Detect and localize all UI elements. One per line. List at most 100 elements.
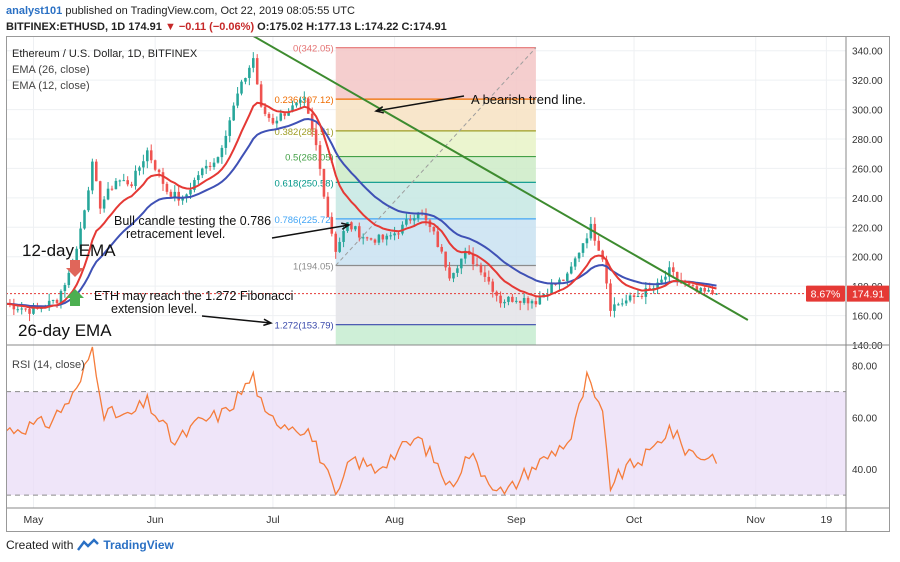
- fib-level-label: 0(342.05): [293, 44, 334, 55]
- time-tick-label: Jul: [266, 514, 279, 526]
- candle-body: [169, 191, 173, 197]
- legend-ema12[interactable]: EMA (12, close): [12, 80, 90, 92]
- candle-body: [491, 281, 495, 292]
- annotation-bull-text-2: retracement level.: [126, 227, 225, 241]
- candle-body: [306, 98, 310, 114]
- created-with-text: Created with: [6, 538, 74, 552]
- legend-ema26[interactable]: EMA (26, close): [12, 64, 90, 76]
- candle-body: [385, 235, 389, 240]
- candle-body: [707, 290, 710, 292]
- candle-body: [487, 276, 491, 282]
- candle-body: [373, 239, 377, 243]
- fib-band: [335, 265, 536, 325]
- candle-body: [330, 217, 334, 234]
- time-axis[interactable]: May Jun Jul Aug Sep Oct Nov 19: [24, 514, 833, 526]
- candle-body: [67, 272, 71, 286]
- candle-body: [126, 180, 129, 185]
- candle-body: [558, 279, 561, 285]
- candle-body: [153, 160, 157, 170]
- candle-body: [644, 288, 648, 297]
- fib-level-label: 0.618(250.58): [275, 178, 334, 189]
- candle-body: [252, 58, 255, 68]
- candle-body: [409, 219, 412, 221]
- fib-band: [335, 99, 536, 131]
- candle-body: [460, 258, 463, 269]
- candle-body: [228, 120, 232, 136]
- candle-body: [279, 113, 283, 121]
- candle-body: [589, 223, 593, 239]
- rsi-tick-label: 40.00: [852, 465, 877, 476]
- candle-body: [157, 169, 161, 173]
- candle-body: [581, 243, 585, 253]
- tradingview-brand[interactable]: TradingView: [103, 538, 174, 552]
- annotation-trend-text: A bearish trend line.: [471, 92, 586, 107]
- candle-body: [495, 291, 498, 296]
- candle-body: [283, 113, 286, 116]
- candle-body: [401, 224, 404, 234]
- candle-body: [299, 99, 302, 103]
- annotation-ema26-text: 26-day EMA: [18, 321, 112, 340]
- candle-body: [224, 135, 228, 148]
- last-price-text: 174.91: [852, 289, 884, 301]
- candle-body: [134, 170, 137, 187]
- candle-body: [114, 180, 118, 190]
- bearish-trend-line[interactable]: [252, 35, 749, 321]
- candle-body: [240, 81, 243, 94]
- candle-body: [711, 290, 714, 294]
- candle-body: [95, 161, 98, 182]
- candle-body: [699, 288, 703, 292]
- price-tick-label: 320.00: [852, 76, 883, 87]
- tradingview-logo-icon: [77, 538, 100, 551]
- candle-body: [499, 295, 502, 304]
- candle-body: [295, 102, 298, 106]
- candle-body: [16, 309, 20, 311]
- legend-rsi[interactable]: RSI (14, close): [12, 359, 85, 371]
- price-tick-label: 340.00: [852, 47, 883, 58]
- price-tick-label: 220.00: [852, 223, 883, 234]
- price-tick-label: 280.00: [852, 135, 883, 146]
- candle-body: [216, 157, 220, 163]
- rsi-tick-label: 60.00: [852, 413, 877, 424]
- publish-header: analyst101 published on TradingView.com,…: [6, 3, 886, 35]
- candle-body: [389, 235, 392, 237]
- author-link[interactable]: analyst101: [6, 5, 63, 17]
- fib-band: [335, 130, 536, 157]
- candle-body: [342, 231, 345, 242]
- price-chart-svg[interactable]: 0(342.05)0.236(307.12)0.382(285.51)0.5(2…: [4, 35, 890, 532]
- ema12-down-arrow-icon: [66, 260, 84, 277]
- ema12-line: [5, 101, 717, 309]
- candle-body: [668, 267, 671, 277]
- candle-body: [518, 300, 522, 303]
- time-tick-label: Sep: [507, 514, 526, 526]
- fib-band: [335, 156, 536, 183]
- candle-body: [660, 279, 663, 283]
- candle-body: [440, 246, 443, 252]
- time-tick-label: Jun: [147, 514, 164, 526]
- rsi-axis[interactable]: 40.00 60.00 80.00: [852, 362, 877, 476]
- annotation-eth-text-2: extension level.: [111, 302, 197, 316]
- candle-body: [197, 175, 200, 181]
- candle-body: [381, 234, 385, 240]
- chart-area[interactable]: 0(342.05) 0.236(307.12) 0.382(285.51) 0.5(2…: [4, 35, 890, 532]
- price-tick-label: 160.00: [852, 312, 883, 323]
- time-tick-label: Nov: [746, 514, 765, 526]
- fib-level-label: 0.382(285.51): [275, 127, 334, 138]
- time-tick-label: Aug: [385, 514, 404, 526]
- fib-level-label: 1.272(153.79): [275, 321, 334, 332]
- fib-level-label: 1(194.05): [293, 261, 334, 272]
- candle-body: [47, 300, 51, 308]
- candle-body: [424, 214, 428, 221]
- ema26-line: [6, 117, 717, 308]
- candle-body: [503, 301, 506, 304]
- candle-body: [51, 299, 55, 301]
- candle-body: [102, 199, 106, 209]
- candle-body: [550, 283, 553, 295]
- fibonacci-retracement[interactable]: 0(342.05)0.236(307.12)0.382(285.51)0.5(2…: [275, 44, 537, 345]
- candle-body: [471, 254, 475, 265]
- candle-body: [687, 283, 691, 286]
- candle-body: [185, 194, 188, 198]
- candle-body: [463, 250, 467, 259]
- candle-body: [597, 240, 600, 251]
- candle-body: [530, 301, 534, 304]
- candle-body: [577, 252, 581, 259]
